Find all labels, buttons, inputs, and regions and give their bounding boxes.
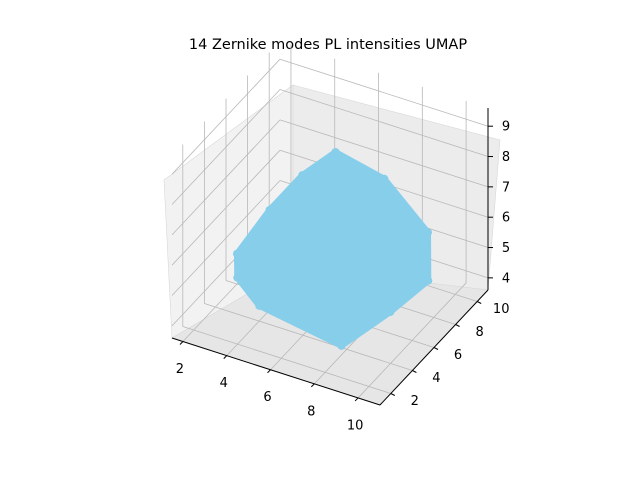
y-tick-label: 10 — [493, 302, 510, 317]
y-tick — [433, 347, 439, 350]
grid-line-z-left — [171, 119, 281, 236]
z-tick-label: 8 — [502, 150, 510, 165]
scatter-point — [320, 168, 329, 177]
scatter-point — [386, 308, 395, 317]
scatter-point — [424, 276, 433, 285]
z-tick-label: 6 — [502, 211, 510, 226]
y-tick-label: 2 — [411, 394, 419, 409]
scatter-point — [363, 174, 372, 183]
scatter-point — [298, 171, 307, 180]
y-tick — [455, 324, 460, 327]
scatter-point — [331, 147, 340, 156]
x-tick-label: 2 — [176, 362, 184, 377]
chart-title: 14 Zernike modes PL intensities UMAP — [189, 37, 467, 53]
x-tick — [310, 383, 315, 388]
grid-line-y-floor — [204, 303, 413, 371]
scatter-point — [232, 249, 241, 258]
scatter-point — [265, 205, 274, 214]
z-tick-label: 7 — [502, 180, 510, 195]
scatter-point — [337, 341, 346, 350]
grid-line-y-floor — [182, 326, 391, 394]
x-tick — [223, 355, 228, 359]
y-tick-label: 4 — [432, 371, 440, 386]
x-tick-label: 8 — [307, 404, 315, 419]
scatter-cloud — [233, 148, 432, 349]
x-tick — [267, 369, 271, 374]
scatter-point — [298, 213, 307, 222]
x-tick — [354, 397, 359, 402]
grid-line-z-back — [279, 89, 489, 157]
x-tick-label: 6 — [263, 390, 271, 405]
z-tick-label: 4 — [502, 271, 510, 286]
scatter-point — [424, 228, 433, 237]
y-tick — [476, 301, 482, 304]
z-tick-label: 9 — [502, 120, 510, 135]
grid-line-z-back — [279, 58, 489, 127]
x-tick-label: 4 — [220, 376, 228, 391]
grid-line-z-left — [171, 180, 281, 296]
scatter-points — [232, 147, 433, 350]
grid-line-z-back — [279, 119, 489, 188]
y-tick-label: 8 — [475, 325, 483, 340]
grid-line-z-left — [171, 58, 281, 175]
y-tick-label: 6 — [454, 348, 462, 363]
scatter-point — [380, 174, 389, 183]
scatter-point — [364, 231, 373, 240]
x-tick-label: 10 — [347, 418, 364, 433]
x-tick — [179, 341, 184, 345]
grid-line-z-left — [171, 89, 281, 205]
scatter-point — [320, 241, 329, 250]
grid-line-z-left — [171, 149, 281, 266]
scatter-point — [233, 273, 242, 282]
tick-marks — [179, 125, 493, 402]
scatter-point — [330, 164, 339, 173]
y-tick — [390, 393, 396, 396]
y-tick — [412, 370, 417, 373]
z-tick-label: 5 — [502, 241, 510, 256]
scatter-point — [255, 301, 264, 310]
x-axis-line — [171, 337, 381, 406]
scatter-point — [276, 215, 285, 224]
